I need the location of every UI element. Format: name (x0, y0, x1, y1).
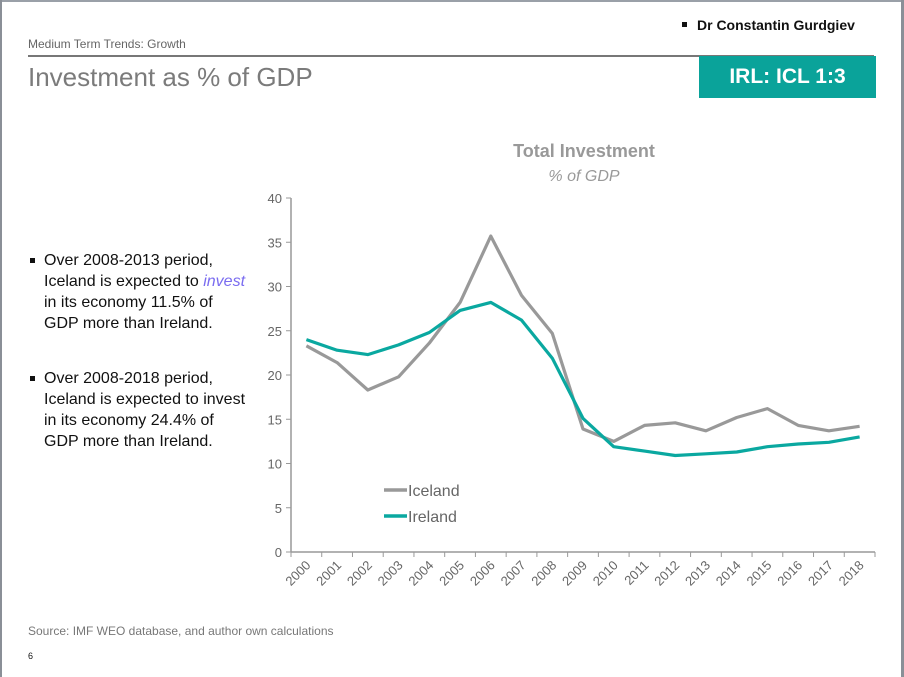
y-tick-label: 5 (275, 501, 282, 516)
section-label: Medium Term Trends: Growth (28, 37, 186, 51)
x-tick-label: 2012 (651, 558, 682, 589)
x-tick-label: 2008 (528, 558, 559, 589)
bullet-item: Over 2008-2013 period, Iceland is expect… (30, 250, 250, 334)
chart-series (305, 234, 860, 458)
x-tick-label: 2003 (375, 558, 406, 589)
series-line-iceland (305, 234, 860, 443)
x-tick-label: 2004 (405, 558, 436, 589)
bullet-text: Over 2008-2013 period, Iceland is expect… (44, 252, 213, 290)
window-frame-right (901, 0, 904, 677)
author-name: Dr Constantin Gurdgiev (697, 17, 855, 33)
x-tick-label: 2002 (344, 558, 375, 589)
legend-label-ireland: Ireland (408, 509, 457, 526)
x-tick-label: 2010 (590, 558, 621, 589)
bullet-item: Over 2008-2018 period, Iceland is expect… (30, 368, 250, 452)
y-tick-label: 25 (268, 324, 282, 339)
page-number: 6 (28, 651, 34, 661)
x-tick-label: 2005 (436, 558, 467, 589)
chart-title: Total Investment (513, 141, 655, 161)
x-tick-label: 2017 (805, 558, 836, 589)
x-tick-label: 2006 (467, 558, 498, 589)
highlight-word: invest (203, 273, 246, 290)
x-tick-label: 2000 (282, 558, 313, 589)
x-tick-label: 2014 (713, 558, 744, 589)
y-tick-label: 15 (268, 412, 282, 427)
slide-title: Investment as % of GDP (28, 62, 313, 92)
x-tick-label: 2009 (559, 558, 590, 589)
chart-legend: Iceland Ireland (384, 483, 460, 526)
series-line-ireland (305, 300, 860, 458)
legend-label-iceland: Iceland (408, 483, 460, 500)
y-tick-label: 35 (268, 235, 282, 250)
bullet-list: Over 2008-2013 period, Iceland is expect… (30, 250, 250, 486)
y-tick-label: 0 (275, 545, 282, 560)
x-tick-label: 2015 (743, 558, 774, 589)
bullet-text: in its economy 11.5% of GDP more than Ir… (44, 294, 213, 332)
y-tick-label: 40 (268, 191, 282, 206)
x-tick-label: 2013 (682, 558, 713, 589)
x-tick-label: 2011 (621, 558, 651, 588)
window-frame-left (0, 0, 2, 677)
source-note: Source: IMF WEO database, and author own… (28, 624, 334, 638)
header-divider (28, 55, 874, 57)
y-tick-label: 20 (268, 368, 282, 383)
y-tick-label: 30 (268, 280, 282, 295)
y-tick-label: 10 (268, 457, 282, 472)
x-tick-label: 2018 (836, 558, 867, 589)
author-line: Dr Constantin Gurdgiev (682, 17, 855, 33)
x-tick-label: 2007 (498, 558, 529, 589)
chart-subtitle: % of GDP (548, 168, 619, 185)
bullet-text: Over 2008-2018 period, Iceland is expect… (44, 370, 246, 450)
x-tick-label: 2016 (774, 558, 805, 589)
window-frame-top (0, 0, 904, 2)
ratio-badge: IRL: ICL 1:3 (699, 56, 876, 98)
bullet-icon (682, 21, 687, 27)
x-tick-label: 2001 (313, 558, 344, 589)
